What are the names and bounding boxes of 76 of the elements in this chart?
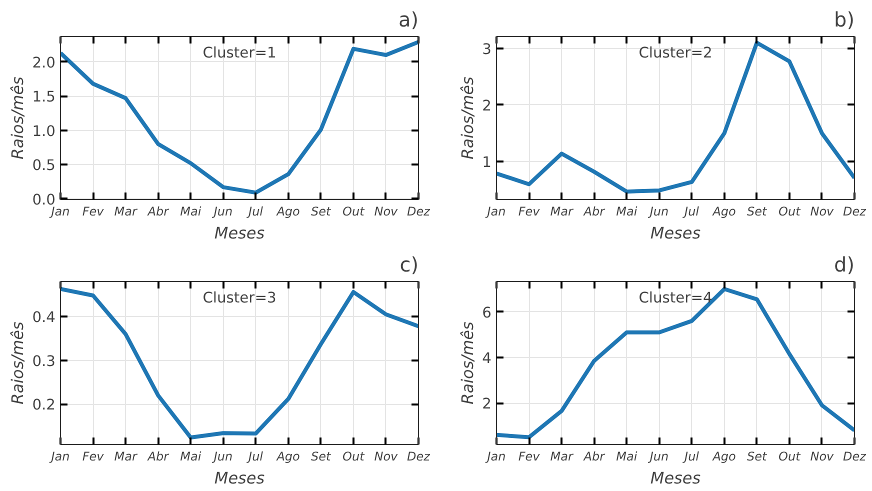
chart-title: b): [834, 8, 854, 32]
x-tick-label: Jun: [648, 450, 669, 464]
x-tick-label: Nov: [810, 450, 835, 464]
x-tick-label: Mar: [114, 204, 138, 218]
x-tick-label: Abr: [582, 450, 606, 464]
x-tick-label: Abr: [146, 450, 170, 464]
chart-title: d): [834, 252, 854, 276]
x-tick-label: Dez: [407, 450, 431, 464]
x-tick-label: Jul: [682, 204, 700, 218]
annotation: Cluster=1: [202, 44, 276, 62]
x-tick-label: Dez: [407, 204, 431, 218]
x-tick-label: Nov: [374, 204, 399, 218]
x-tick-label: Mai: [616, 204, 638, 218]
y-tick-label: 0.3: [32, 352, 56, 370]
x-tick-label: Jun: [212, 450, 233, 464]
x-axis-title: Meses: [650, 468, 701, 488]
x-tick-label: Ago: [712, 450, 736, 464]
x-axis-title: Meses: [650, 224, 701, 242]
x-tick-label: Out: [342, 204, 366, 218]
x-tick-label: Out: [778, 450, 802, 464]
x-tick-label: Jan: [485, 204, 506, 218]
x-tick-label: Set: [311, 204, 332, 218]
x-tick-label: Set: [747, 204, 768, 218]
y-tick-label: 2: [482, 97, 492, 114]
x-tick-label: Jun: [212, 204, 233, 218]
x-tick-label: Jan: [485, 450, 506, 464]
y-tick-label: 2: [482, 396, 492, 413]
x-tick-label: Ago: [276, 204, 300, 218]
x-axis-title: Meses: [214, 468, 265, 488]
annotation: Cluster=2: [638, 44, 712, 62]
x-tick-label: Mar: [550, 450, 574, 464]
x-tick-label: Nov: [810, 204, 835, 218]
x-tick-label: Mai: [180, 204, 202, 218]
x-tick-label: Mar: [550, 204, 574, 218]
x-tick-label: Abr: [582, 204, 606, 218]
annotation: Cluster=3: [202, 290, 276, 306]
y-tick-label: 3: [482, 40, 492, 58]
x-axis-title: Meses: [214, 224, 265, 242]
x-tick-label: Fev: [82, 204, 105, 218]
y-tick-label: 6: [482, 304, 492, 322]
x-tick-label: Mai: [616, 450, 638, 464]
x-tick-label: Abr: [146, 204, 170, 218]
y-axis-title: Raios/mês: [8, 76, 28, 160]
x-tick-label: Dez: [843, 204, 867, 218]
annotation: Cluster=4: [638, 290, 712, 306]
x-tick-label: Nov: [374, 450, 399, 464]
x-tick-label: Out: [342, 450, 366, 464]
y-tick-label: 2.0: [32, 54, 56, 72]
y-tick-label: 0.5: [32, 157, 56, 174]
chart-title: a): [398, 8, 419, 32]
x-tick-label: Ago: [712, 204, 736, 218]
x-tick-label: Ago: [276, 450, 300, 464]
y-tick-label: 0.4: [32, 309, 56, 326]
x-tick-label: Jul: [682, 450, 700, 464]
x-tick-label: Jul: [246, 204, 264, 218]
y-axis-title: Raios/mês: [8, 322, 28, 404]
x-tick-label: Set: [311, 450, 332, 464]
y-tick-label: 4: [482, 350, 492, 367]
y-axis-title: Raios/mês: [458, 322, 478, 404]
y-tick-label: 0.2: [32, 396, 56, 414]
x-tick-label: Fev: [518, 450, 541, 464]
x-tick-label: Fev: [518, 204, 541, 218]
chart-title: c): [400, 252, 419, 276]
x-tick-label: Jan: [49, 450, 70, 464]
x-tick-label: Mai: [180, 450, 202, 464]
y-tick-label: 1: [482, 154, 492, 172]
x-tick-label: Set: [747, 450, 768, 464]
y-tick-label: 1.0: [32, 122, 56, 140]
x-tick-label: Jul: [246, 450, 264, 464]
y-axis-title: Raios/mês: [458, 76, 478, 160]
x-tick-label: Fev: [82, 450, 105, 464]
x-tick-label: Mar: [114, 450, 138, 464]
x-tick-label: Jun: [648, 204, 669, 218]
x-tick-label: Dez: [843, 450, 867, 464]
x-tick-label: Out: [778, 204, 802, 218]
y-tick-label: 1.5: [32, 88, 56, 106]
